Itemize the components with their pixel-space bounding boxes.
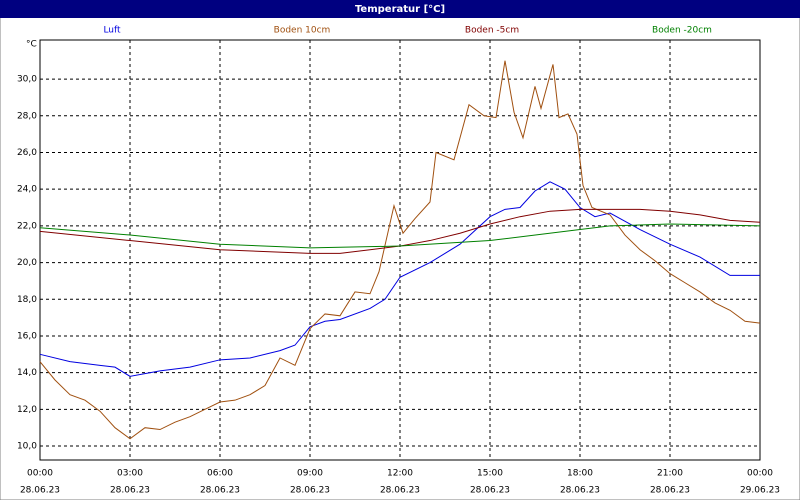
x-tick-date: 28.06.23 bbox=[560, 486, 600, 496]
y-unit: °C bbox=[26, 40, 37, 50]
series-line bbox=[39, 208, 761, 254]
series-line bbox=[39, 223, 761, 249]
legend-entry: Boden -5cm bbox=[465, 26, 519, 36]
y-tick-label: 26,0 bbox=[17, 148, 37, 158]
series-line bbox=[39, 181, 760, 377]
x-tick-date: 28.06.23 bbox=[290, 486, 330, 496]
series-line bbox=[39, 60, 761, 440]
y-tick-label: 28,0 bbox=[17, 111, 37, 121]
x-tick-date: 28.06.23 bbox=[20, 486, 60, 496]
x-tick-label: 09:00 bbox=[297, 469, 323, 479]
plot-frame bbox=[39, 39, 761, 461]
y-tick-label: 18,0 bbox=[17, 295, 37, 305]
x-tick-date: 28.06.23 bbox=[200, 486, 240, 496]
y-tick-label: 12,0 bbox=[17, 405, 37, 415]
x-tick-label: 18:00 bbox=[567, 469, 593, 479]
y-tick-label: 22,0 bbox=[17, 221, 37, 231]
legend-entry: Luft bbox=[103, 26, 121, 36]
y-tick-label: 10,0 bbox=[17, 442, 37, 452]
x-tick-date: 28.06.23 bbox=[110, 486, 150, 496]
chart-title: Temperatur [°C] bbox=[355, 4, 445, 15]
legend-entry: Boden -20cm bbox=[652, 26, 712, 36]
y-tick-label: 20,0 bbox=[17, 258, 37, 268]
y-tick-label: 24,0 bbox=[17, 185, 37, 195]
x-tick-label: 00:00 bbox=[27, 469, 53, 479]
x-tick-date: 29.06.23 bbox=[740, 486, 780, 496]
x-tick-label: 12:00 bbox=[387, 469, 413, 479]
x-tick-label: 06:00 bbox=[207, 469, 233, 479]
x-tick-label: 03:00 bbox=[117, 469, 143, 479]
legend-entry: Boden 10cm bbox=[274, 26, 331, 36]
x-tick-label: 21:00 bbox=[657, 469, 683, 479]
title-bar bbox=[0, 0, 800, 18]
x-tick-date: 28.06.23 bbox=[650, 486, 690, 496]
x-tick-date: 28.06.23 bbox=[470, 486, 510, 496]
x-tick-date: 28.06.23 bbox=[380, 486, 420, 496]
y-tick-label: 16,0 bbox=[17, 331, 37, 341]
y-tick-label: 14,0 bbox=[17, 368, 37, 378]
x-tick-label: 15:00 bbox=[477, 469, 503, 479]
y-tick-label: 30,0 bbox=[17, 75, 37, 85]
x-tick-label: 00:00 bbox=[747, 469, 773, 479]
